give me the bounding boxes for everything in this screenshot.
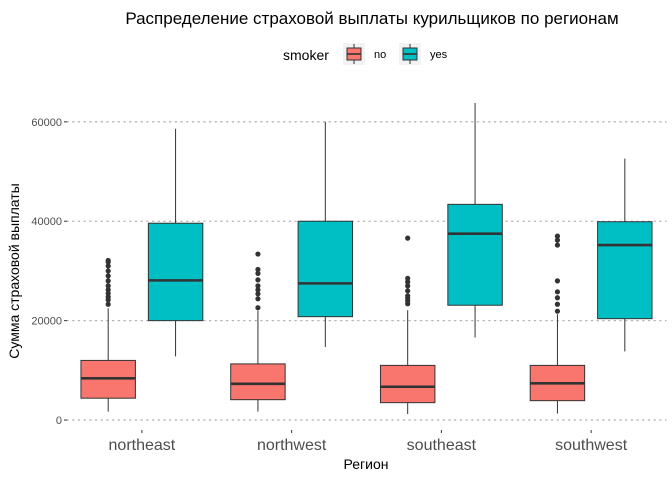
outlier-point xyxy=(105,263,111,269)
box-yes-northeast xyxy=(147,128,204,357)
outlier-point xyxy=(255,291,261,297)
x-axis-label: Регион xyxy=(344,456,389,472)
box-no-southwest xyxy=(529,233,586,414)
outlier-point xyxy=(255,296,261,302)
outlier-point xyxy=(554,301,561,307)
outlier-point xyxy=(554,295,561,301)
outlier-point xyxy=(255,251,261,257)
outlier-point xyxy=(255,270,261,277)
y-tick-label: 0 xyxy=(56,415,62,427)
x-tick-label: southwest xyxy=(555,437,628,454)
outlier-point xyxy=(105,301,111,307)
chart-title: Распределение страховой выплаты курильщи… xyxy=(125,9,618,28)
outlier-point xyxy=(405,293,411,299)
outlier-point xyxy=(105,283,111,289)
y-tick-label: 60000 xyxy=(31,117,62,129)
box-no-southeast xyxy=(379,235,436,415)
outlier-point xyxy=(255,283,261,289)
x-tick-label: southeast xyxy=(407,437,477,454)
outlier-point xyxy=(405,235,411,241)
box-yes-northwest xyxy=(297,121,354,347)
box-iqr xyxy=(379,364,436,404)
outlier-point xyxy=(554,289,561,295)
legend-entry-yes: yes xyxy=(399,43,448,65)
outlier-point xyxy=(105,257,111,264)
outlier-point xyxy=(255,287,261,293)
box-yes-southwest xyxy=(597,158,653,352)
x-tick-label: northwest xyxy=(257,437,327,454)
outlier-point xyxy=(554,308,561,314)
outlier-point xyxy=(554,242,561,248)
box-iqr xyxy=(447,203,503,306)
x-tick-label: northeast xyxy=(109,437,176,454)
outlier-point xyxy=(405,283,411,289)
y-axis-label: Сумма страховой выплаты xyxy=(6,183,22,358)
outlier-point xyxy=(105,268,111,274)
box-no-northwest xyxy=(230,251,286,412)
legend-label: yes xyxy=(430,49,448,61)
legend: smoker no yes xyxy=(283,43,448,65)
outlier-point xyxy=(255,277,261,283)
box-iqr xyxy=(597,221,653,320)
outlier-point xyxy=(105,278,111,284)
outlier-point xyxy=(105,287,111,293)
box-yes-southeast xyxy=(447,102,503,338)
box-iqr xyxy=(230,363,286,401)
legend-title: smoker xyxy=(283,47,329,63)
outlier-point xyxy=(255,266,261,273)
outlier-point xyxy=(105,273,111,279)
outlier-point xyxy=(405,288,411,294)
legend-entry-no: no xyxy=(343,43,386,65)
legend-label: no xyxy=(374,49,386,61)
outlier-point xyxy=(554,233,561,239)
outlier-point xyxy=(554,237,561,243)
y-tick-label: 40000 xyxy=(31,216,62,228)
y-tick-label: 20000 xyxy=(31,316,62,328)
outlier-point xyxy=(405,275,411,281)
box-iqr xyxy=(297,220,354,318)
box-no-northeast xyxy=(80,257,136,412)
outlier-point xyxy=(255,305,261,311)
outlier-point xyxy=(554,278,561,284)
box-iqr xyxy=(147,222,204,322)
